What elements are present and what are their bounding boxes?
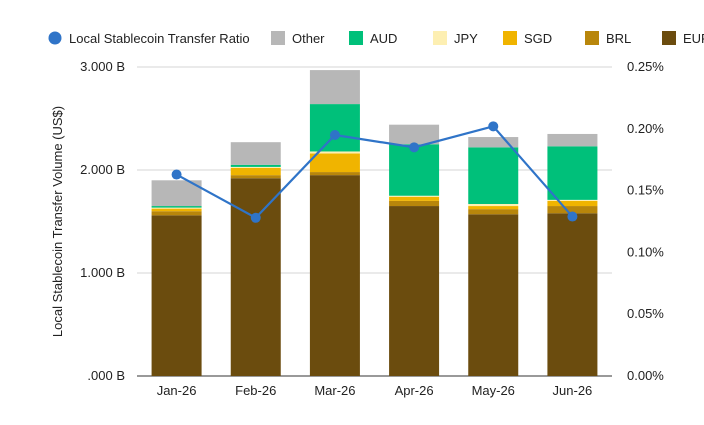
bar-sgd-jun-26 (547, 200, 598, 207)
right-tick-label: 0.00% (627, 368, 664, 383)
x-tick-label: Jan-26 (157, 383, 197, 398)
ratio-point (409, 142, 420, 153)
bar-aud-feb-26 (230, 164, 281, 167)
bar-other-feb-26 (230, 142, 281, 165)
legend-label: JPY (454, 31, 478, 46)
right-tick-label: 0.15% (627, 183, 664, 198)
ratio-point (171, 169, 182, 180)
bar-aud-jan-26 (151, 206, 202, 208)
left-tick-label: 3.000 B (80, 59, 125, 74)
bar-eur-jan-26 (151, 215, 202, 376)
bars (151, 70, 598, 376)
bar-aud-apr-26 (389, 144, 440, 196)
bar-aud-mar-26 (309, 104, 360, 152)
bar-other-mar-26 (309, 70, 360, 105)
bar-brl-feb-26 (230, 175, 281, 179)
x-tick-label: Mar-26 (314, 383, 355, 398)
bar-brl-jan-26 (151, 211, 202, 216)
right-tick-label: 0.05% (627, 306, 664, 321)
bar-eur-feb-26 (230, 178, 281, 376)
legend-swatch-brl (585, 31, 599, 45)
bar-brl-jun-26 (547, 206, 598, 214)
legend-swatch-sgd (503, 31, 517, 45)
right-tick-label: 0.20% (627, 121, 664, 136)
x-tick-label: Feb-26 (235, 383, 276, 398)
bar-aud-may-26 (468, 147, 519, 204)
bar-jpy-may-26 (468, 203, 519, 207)
legend-swatch-aud (349, 31, 363, 45)
legend-label: Local Stablecoin Transfer Ratio (69, 31, 250, 46)
bar-eur-jun-26 (547, 213, 598, 376)
legend-label: Other (292, 31, 325, 46)
bar-aud-jun-26 (547, 146, 598, 200)
legend-label: SGD (524, 31, 552, 46)
left-tick-label: 1.000 B (80, 265, 125, 280)
bar-brl-apr-26 (389, 200, 440, 207)
axes: .000 B 1.000 B 2.000 B 3.000 B 0.00% 0.05% 0.1… (50, 59, 664, 398)
left-tick-label: .000 B (87, 368, 125, 383)
x-tick-label: May-26 (472, 383, 515, 398)
ratio-point (488, 121, 499, 132)
bar-sgd-apr-26 (389, 196, 440, 201)
right-tick-label: 0.25% (627, 59, 664, 74)
bar-jpy-apr-26 (389, 195, 440, 197)
ratio-line-path (176, 125, 574, 220)
bar-other-apr-26 (389, 124, 440, 145)
bar-eur-may-26 (468, 214, 519, 376)
legend-swatch-eur (662, 31, 676, 45)
bar-jpy-feb-26 (230, 166, 281, 168)
x-tick-label: Jun-26 (553, 383, 593, 398)
ratio-point (567, 211, 578, 222)
legend-label: AUD (370, 31, 397, 46)
ratio-point (329, 129, 340, 140)
bar-sgd-jan-26 (151, 208, 202, 212)
legend: Local Stablecoin Transfer Ratio Other AUD J… (48, 31, 704, 46)
right-tick-label: 0.10% (627, 244, 664, 259)
left-axis-title: Local Stablecoin Transfer Volume (US$) (50, 106, 65, 337)
legend-label: EUR (683, 31, 704, 46)
legend-label: BRL (606, 31, 631, 46)
bar-other-may-26 (468, 137, 519, 148)
bar-brl-may-26 (468, 209, 519, 215)
legend-swatch-jpy (433, 31, 447, 45)
legend-swatch-ratio (48, 31, 62, 45)
bar-eur-mar-26 (309, 175, 360, 376)
bar-sgd-feb-26 (230, 167, 281, 176)
bar-sgd-may-26 (468, 206, 519, 210)
left-tick-label: 2.000 B (80, 162, 125, 177)
ratio-line (171, 121, 578, 223)
bar-brl-mar-26 (309, 172, 360, 176)
gridlines (137, 66, 612, 377)
bar-other-jun-26 (547, 133, 598, 147)
bar-jpy-jun-26 (547, 199, 598, 201)
legend-swatch-other (271, 31, 285, 45)
ratio-point (250, 212, 261, 223)
x-tick-label: Apr-26 (395, 383, 434, 398)
bar-jpy-mar-26 (309, 151, 360, 154)
bar-sgd-mar-26 (309, 153, 360, 173)
bar-eur-apr-26 (389, 206, 440, 376)
bar-jpy-jan-26 (151, 207, 202, 209)
